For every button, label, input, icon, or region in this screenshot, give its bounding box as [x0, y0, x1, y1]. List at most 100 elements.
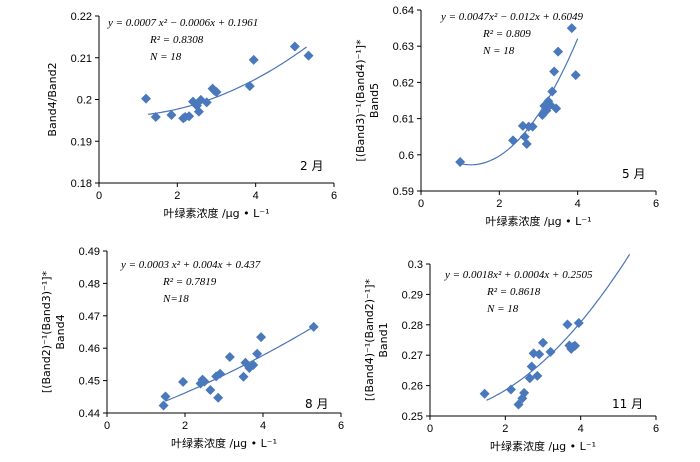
x-tick-label: 4 — [260, 420, 266, 432]
data-point — [455, 157, 466, 168]
fit-equation: y = 0.0003 x² + 0.004x + 0.437 — [120, 259, 261, 271]
y-tick-label: 0.44 — [79, 408, 100, 420]
trend-curve — [460, 38, 579, 166]
month-label: 2 月 — [300, 159, 323, 173]
data-point — [517, 120, 528, 131]
data-point — [289, 41, 300, 52]
x-tick-label: 0 — [104, 420, 110, 432]
y-axis-label-prefix: [(Band4)⁻¹(Band2)⁻¹]* — [363, 278, 376, 401]
fit-equation: y = 0.0047x² − 0.012x + 0.6049 — [440, 11, 583, 23]
data-point — [191, 100, 202, 111]
fit-equation: y = 0.0018x² + 0.0004x + 0.2505 — [444, 269, 593, 281]
sample-size: N=18 — [162, 293, 189, 305]
data-point — [566, 23, 577, 34]
x-tick-label: 6 — [653, 198, 659, 210]
x-tick-label: 0 — [427, 423, 433, 435]
data-point — [205, 384, 216, 395]
data-point — [508, 135, 519, 146]
y-tick-label: 0.29 — [402, 289, 423, 301]
data-point — [178, 376, 189, 387]
y-tick-label: 0.18 — [71, 178, 92, 190]
data-point — [166, 109, 177, 120]
data-point — [248, 360, 259, 371]
y-tick-label: 0.25 — [402, 411, 423, 423]
data-point — [215, 368, 226, 379]
x-axis-label: 叶绿素浓度 /μg • L⁻¹ — [163, 206, 269, 220]
data-point — [570, 70, 581, 81]
y-tick-label: 0.2 — [77, 95, 92, 107]
y-tick-label: 0.45 — [79, 376, 100, 388]
data-point — [534, 349, 545, 360]
data-point — [521, 138, 532, 149]
y-axis-label: Band4 — [54, 314, 67, 349]
data-point — [547, 86, 558, 97]
data-point — [150, 112, 161, 123]
sample-size: N = 18 — [482, 45, 515, 57]
data-point — [562, 319, 573, 330]
data-point — [252, 348, 263, 359]
data-point — [524, 373, 535, 384]
data-point — [570, 340, 581, 351]
x-tick-label: 4 — [578, 423, 584, 435]
data-point — [526, 361, 537, 372]
x-tick-label: 6 — [653, 423, 659, 435]
data-point — [244, 81, 255, 92]
data-point — [573, 317, 584, 328]
data-point — [553, 46, 564, 57]
data-point — [479, 388, 490, 399]
r-squared: R² = 0.809 — [482, 28, 531, 40]
panel-1: 0 2 4 6 0.18 0.19 0.2 0.21 0.22 叶绿素浓度 /μg • L⁻¹ Ba… — [46, 11, 337, 220]
x-tick-label: 6 — [338, 420, 344, 432]
x-tick-label: 4 — [575, 198, 581, 210]
panel-2: 0 2 4 6 0.59 0.6 0.61 0.62 0.63 0.64 叶绿素浓度 /μg • L… — [354, 5, 659, 228]
data-point — [160, 391, 171, 402]
data-point — [199, 376, 210, 387]
data-point — [201, 97, 212, 108]
data-point — [141, 93, 151, 104]
y-tick-label: 0.3 — [408, 259, 423, 271]
y-tick-label: 0.27 — [402, 350, 423, 362]
y-axis-label-prefix: [(Band2)⁻¹(Band3)⁻¹]* — [40, 270, 53, 393]
trend-curve — [165, 326, 315, 402]
y-tick-label: 0.26 — [402, 381, 423, 393]
y-tick-label: 0.61 — [393, 114, 414, 126]
y-tick-label: 0.62 — [393, 77, 414, 89]
y-axis-label-prefix: [(Band3)⁻¹(Band4)⁻¹]* — [354, 39, 367, 162]
data-point — [519, 387, 530, 398]
data-point — [213, 392, 224, 403]
y-tick-label: 0.28 — [402, 320, 423, 332]
y-tick-label: 0.59 — [393, 186, 414, 198]
x-tick-label: 2 — [182, 420, 188, 432]
sample-size: N = 18 — [149, 51, 182, 63]
y-tick-label: 0.48 — [79, 278, 100, 290]
r-squared: R² = 0.8308 — [149, 34, 204, 46]
data-point — [256, 332, 267, 343]
sample-size: N = 18 — [486, 303, 519, 315]
y-tick-label: 0.49 — [79, 246, 100, 258]
x-tick-label: 2 — [174, 190, 180, 202]
r-squared: R² = 0.7819 — [162, 276, 217, 288]
panel-4: 0 2 4 6 0.25 0.26 0.27 0.28 0.29 0.3 叶绿素浓度 /μg • L… — [363, 253, 659, 453]
y-tick-label: 0.22 — [71, 11, 92, 23]
month-label: 5 月 — [622, 167, 645, 181]
x-axis-label: 叶绿素浓度 /μg • L⁻¹ — [485, 214, 591, 228]
y-tick-label: 0.21 — [71, 53, 92, 65]
data-point — [308, 321, 319, 332]
x-tick-label: 2 — [502, 423, 508, 435]
data-point — [549, 66, 560, 77]
data-point — [303, 50, 314, 61]
x-tick-label: 6 — [331, 190, 337, 202]
y-tick-label: 0.64 — [393, 5, 414, 17]
panel-3: 0 2 4 6 0.44 0.45 0.46 0.47 0.48 0.49 叶绿素浓度 /μg • … — [40, 246, 344, 450]
x-tick-label: 0 — [96, 190, 102, 202]
data-point — [180, 112, 191, 123]
y-tick-label: 0.47 — [79, 311, 100, 323]
y-axis-label: Band5 — [368, 83, 381, 118]
y-tick-label: 0.63 — [393, 41, 414, 53]
data-point — [209, 85, 220, 96]
y-axis-label: Band4/Band2 — [46, 62, 59, 136]
data-point — [532, 370, 543, 381]
data-point — [158, 400, 169, 411]
month-label: 8 月 — [305, 397, 328, 411]
